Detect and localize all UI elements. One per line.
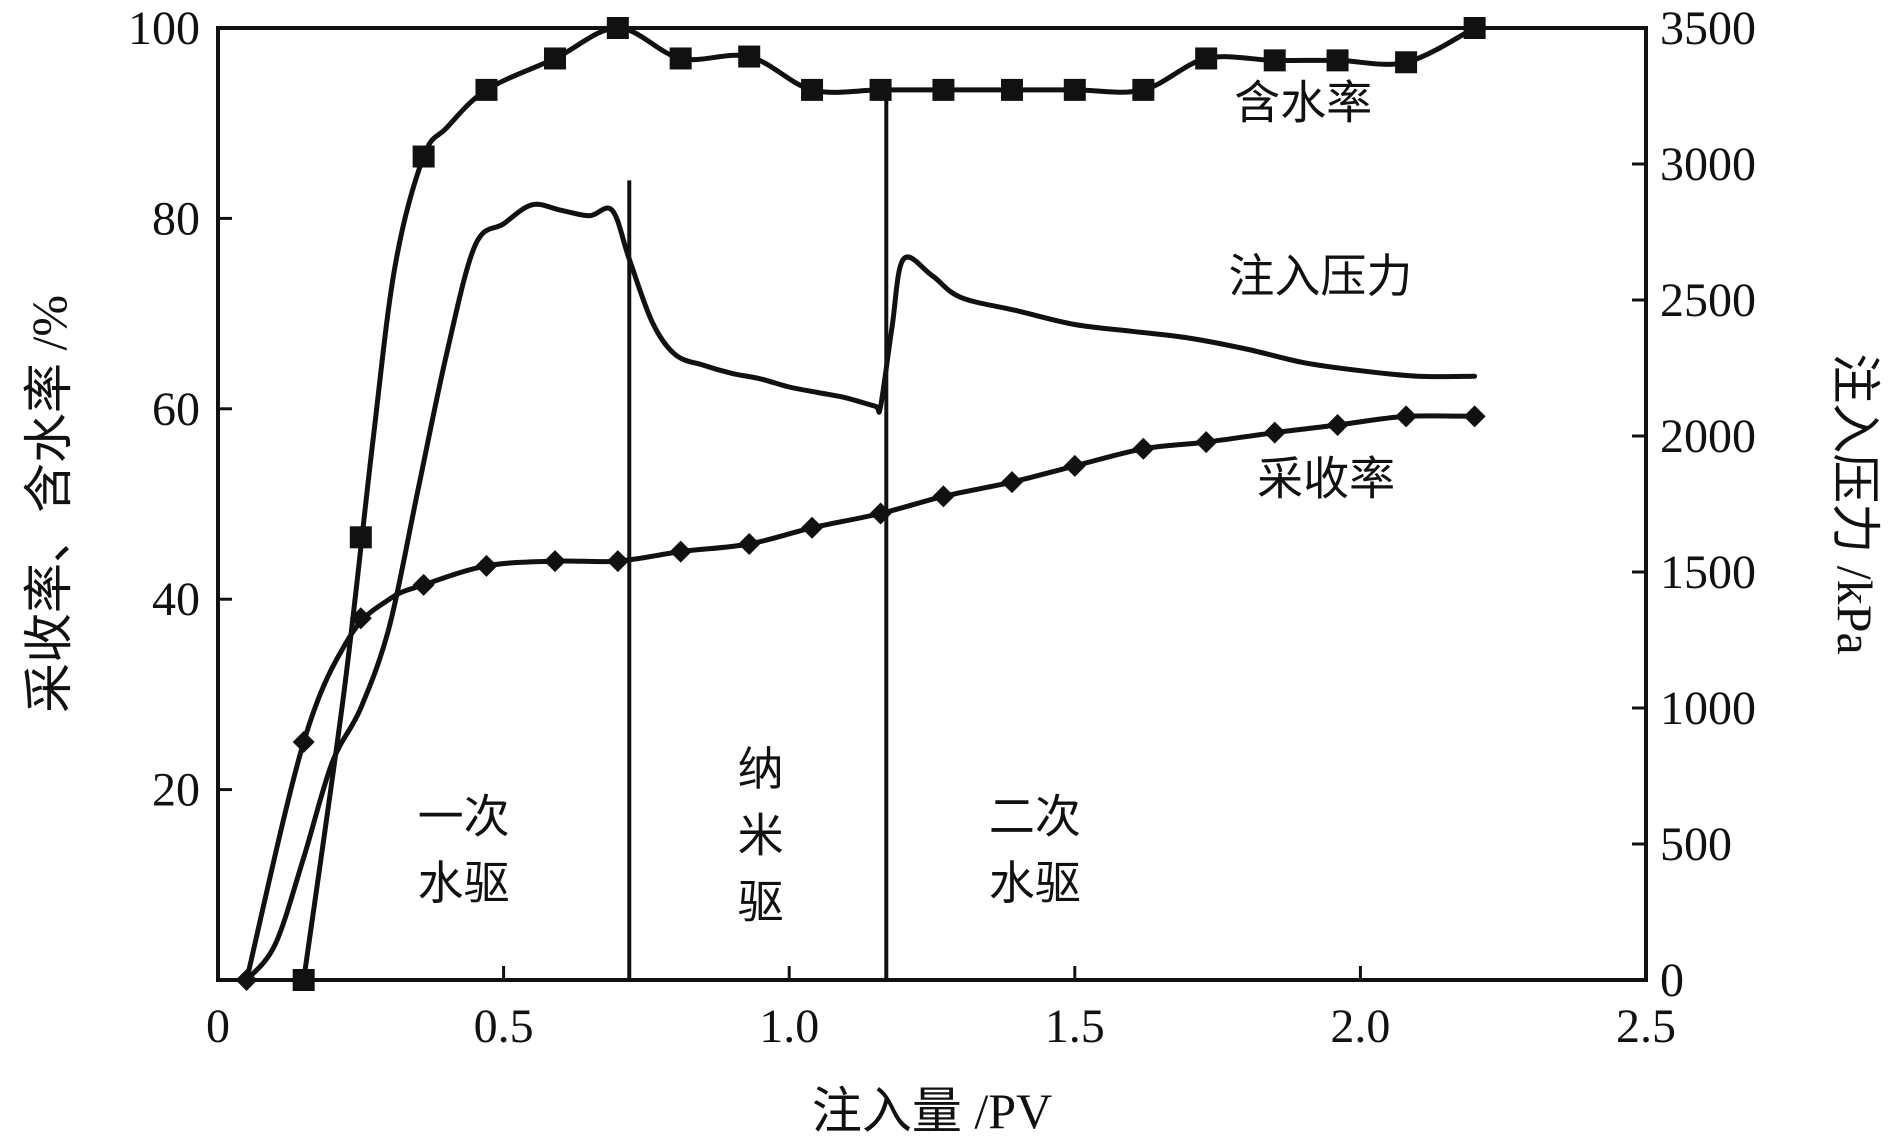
y-right-tick-label: 2500 <box>1660 274 1756 327</box>
phase-label: 水驱 <box>418 856 510 910</box>
data-point-diamond <box>292 731 315 753</box>
data-point-diamond <box>1132 437 1155 460</box>
series-line <box>244 201 1478 983</box>
series-2 <box>244 201 1478 983</box>
data-point-diamond <box>1326 413 1349 436</box>
phase-label: 驱 <box>738 875 784 929</box>
data-point-square <box>606 17 629 39</box>
data-point-diamond <box>235 969 258 991</box>
data-point-diamond <box>544 550 567 573</box>
phase-label: 纳 <box>738 742 784 796</box>
data-point-square <box>932 78 955 101</box>
data-point-diamond <box>738 532 761 555</box>
data-point-diamond <box>932 485 955 508</box>
data-point-diamond <box>606 550 629 573</box>
data-point-diamond <box>869 502 892 525</box>
phase-label: 水驱 <box>989 856 1081 910</box>
data-point-square <box>869 78 892 101</box>
data-point-diamond <box>669 540 692 563</box>
data-point-square <box>349 526 372 549</box>
x-tick-label: 2.0 <box>1330 1000 1390 1053</box>
data-point-square <box>1063 78 1086 101</box>
data-point-diamond <box>1263 421 1286 444</box>
tick-labels: 0 0.5 1.0 1.5 2.0 2.5204060801000500100015002… <box>128 2 1756 1053</box>
phase-label: 米 <box>738 808 784 862</box>
series-1 <box>292 17 1486 991</box>
y-right-tick-label: 3500 <box>1660 2 1756 55</box>
data-point-square <box>475 78 498 101</box>
y-right-tick-label: 3000 <box>1660 138 1756 191</box>
data-point-square <box>544 47 567 70</box>
y-left-tick-label: 40 <box>152 573 200 626</box>
x-tick-label: 0 <box>206 1000 230 1053</box>
series-label: 注入压力 <box>1228 249 1412 303</box>
data-point-diamond <box>1195 431 1218 454</box>
series-label: 采收率 <box>1257 451 1395 505</box>
data-point-square <box>669 47 692 70</box>
data-point-square <box>1326 49 1349 72</box>
y-right-axis-title: 注入压力 /kPa <box>1827 353 1883 654</box>
data-point-square <box>1395 51 1418 74</box>
data-point-diamond <box>1000 471 1023 494</box>
data-point-diamond <box>1063 454 1086 477</box>
y-right-tick-label: 500 <box>1660 818 1732 871</box>
data-point-diamond <box>1395 405 1418 428</box>
data-point-square <box>412 145 435 168</box>
data-point-diamond <box>475 554 498 577</box>
y-left-tick-label: 100 <box>128 2 200 55</box>
phase-boundary-lines <box>627 89 889 980</box>
data-point-diamond <box>801 516 824 539</box>
y-left-axis-title: 采收率、含水率 /% <box>21 295 77 713</box>
series-label: 含水率 <box>1234 75 1372 129</box>
y-left-tick-label: 60 <box>152 383 200 436</box>
series-line <box>244 413 1478 983</box>
plot-frame <box>216 26 1648 982</box>
series-layer <box>235 17 1486 991</box>
data-point-square <box>801 78 824 101</box>
y-left-tick-label: 80 <box>152 192 200 245</box>
y-right-tick-label: 0 <box>1660 954 1684 1007</box>
data-point-square <box>738 45 761 68</box>
x-tick-label: 1.5 <box>1045 1000 1105 1053</box>
x-tick-label: 2.5 <box>1616 1000 1676 1053</box>
data-point-square <box>1195 47 1218 70</box>
phase-label: 一次 <box>418 789 510 843</box>
data-point-square <box>1132 78 1155 101</box>
ticks <box>216 26 1648 982</box>
y-left-tick-label: 20 <box>152 764 200 817</box>
data-point-square <box>292 969 315 991</box>
y-right-tick-label: 2000 <box>1660 410 1756 463</box>
data-point-diamond <box>1463 405 1486 428</box>
x-tick-label: 1.0 <box>759 1000 819 1053</box>
series-3 <box>235 405 1486 991</box>
data-point-diamond <box>349 607 372 630</box>
data-point-square <box>1463 17 1486 39</box>
data-point-square <box>1000 78 1023 101</box>
y-right-tick-label: 1500 <box>1660 546 1756 599</box>
x-tick-label: 0.5 <box>474 1000 534 1053</box>
data-point-square <box>1263 49 1286 72</box>
x-axis-title: 注入量 /PV <box>812 1083 1052 1139</box>
y-right-tick-label: 1000 <box>1660 682 1756 735</box>
data-point-diamond <box>412 573 435 596</box>
phase-label: 二次 <box>989 789 1081 843</box>
